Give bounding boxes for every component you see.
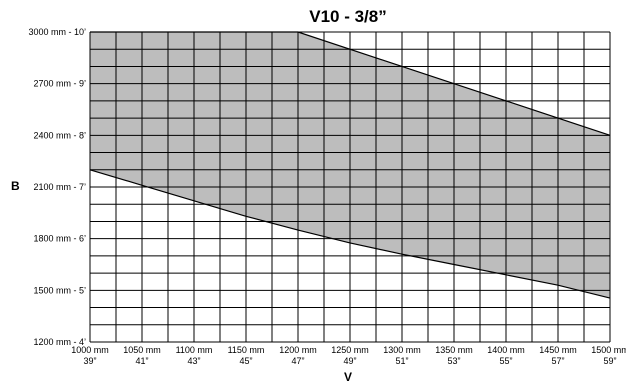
x-tick-label-mm: 1100 mm	[176, 345, 213, 355]
x-tick-label-inch: 51”	[395, 356, 408, 366]
x-tick-label-mm: 1300 mm	[383, 345, 421, 355]
y-axis-label: B	[11, 179, 20, 193]
x-tick-label-mm: 1250 mm	[331, 345, 369, 355]
x-tick-label-inch: 55”	[499, 356, 512, 366]
x-tick-label-inch: 47”	[291, 356, 304, 366]
x-tick-label-inch: 39”	[83, 356, 96, 366]
x-axis-label: V	[344, 370, 352, 384]
x-tick-label-mm: 1000 mm	[71, 345, 109, 355]
x-tick-label-inch: 45”	[239, 356, 252, 366]
y-tick-label: 1200 mm - 4’	[33, 337, 86, 347]
y-tick-labels: 1200 mm - 4’ 1500 mm - 5’ 1800 mm - 6’ 2100…	[28, 27, 86, 347]
y-tick-label: 2400 mm - 8’	[33, 130, 86, 140]
x-tick-label-inch: 57”	[551, 356, 564, 366]
x-tick-label-inch: 53”	[447, 356, 460, 366]
y-tick-label: 2100 mm - 7’	[33, 182, 86, 192]
boundary-layer	[89, 31, 611, 299]
grid-layer	[89, 31, 611, 343]
x-tick-label-mm: 1400 mm	[487, 345, 525, 355]
x-tick-label-mm: 1450 mm	[539, 345, 577, 355]
x-tick-label-mm: 1150 mm	[228, 345, 265, 355]
lower-boundary-line	[89, 169, 611, 299]
x-tick-label-inch: 59”	[603, 356, 616, 366]
upper-boundary-line	[90, 31, 611, 136]
y-tick-label: 1800 mm - 6’	[33, 234, 86, 244]
x-tick-label-mm: 1200 mm	[279, 345, 317, 355]
x-tick-label-mm: 1050 mm	[123, 345, 161, 355]
x-tick-label-inch: 43”	[187, 356, 200, 366]
chart-title: V10 - 3/8”	[309, 7, 387, 26]
y-tick-label: 3000 mm - 10’	[28, 27, 86, 37]
x-tick-label-mm: 1500 mm	[591, 345, 626, 355]
x-tick-label-inch: 49”	[343, 356, 356, 366]
y-tick-label: 2700 mm - 9’	[33, 79, 86, 89]
x-tick-label-mm: 1350 mm	[435, 345, 473, 355]
x-tick-label-inch: 41”	[135, 356, 148, 366]
y-tick-label: 1500 mm - 5’	[33, 285, 86, 295]
